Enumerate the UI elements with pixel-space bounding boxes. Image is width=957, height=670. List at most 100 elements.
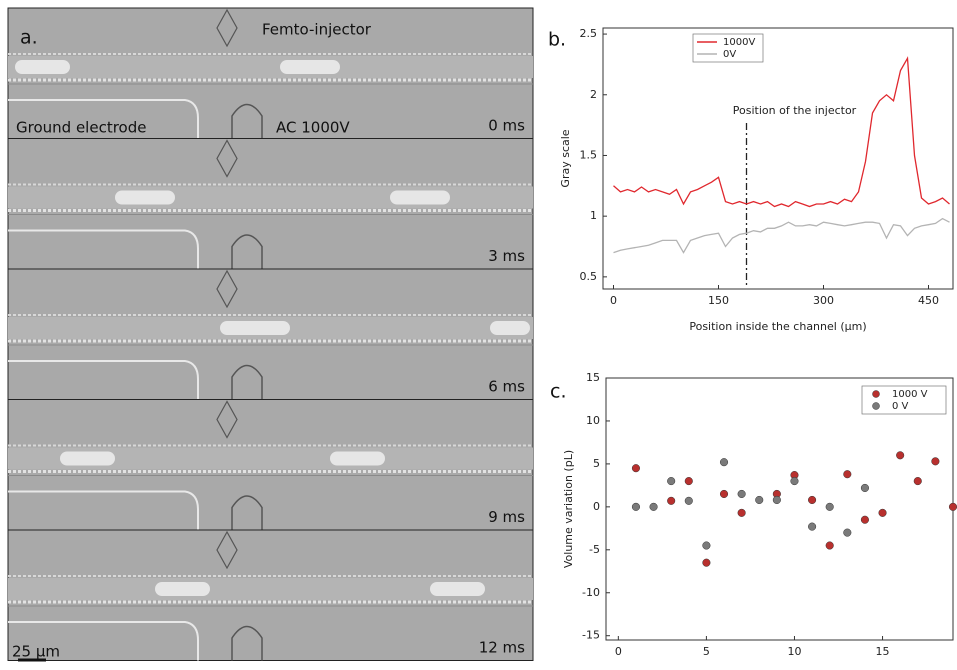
legend-swatch xyxy=(872,402,880,410)
data-point xyxy=(843,528,852,537)
micrograph-panel: 0 ms 3 ms 6 ms 9 ms 12 ms xyxy=(7,7,534,661)
injector xyxy=(216,8,238,48)
data-point xyxy=(948,502,957,511)
ac-electrode xyxy=(231,364,263,400)
y-axis-label: Volume variation (pL) xyxy=(562,450,575,568)
data-point xyxy=(737,489,746,499)
injector xyxy=(216,269,238,309)
data-line xyxy=(613,217,950,254)
injector xyxy=(216,139,238,178)
data-point xyxy=(684,496,693,505)
data-point xyxy=(667,477,676,486)
x-tick-label: 300 xyxy=(813,294,834,307)
data-point xyxy=(860,483,869,493)
data-point xyxy=(878,508,887,517)
panel-label: c. xyxy=(550,381,567,403)
y-tick-label: 1.5 xyxy=(580,148,598,161)
ground-label: Ground electrode xyxy=(16,119,146,137)
legend-label: 1000V xyxy=(723,37,755,48)
ground-electrode xyxy=(8,490,199,530)
droplet xyxy=(430,582,485,596)
annotation: Position of the injector xyxy=(733,104,857,117)
ground-electrode xyxy=(8,360,199,400)
y-tick-label: 5 xyxy=(593,457,600,470)
scale-label: 25 µm xyxy=(12,643,60,661)
legend-label: 0 V xyxy=(892,401,909,412)
droplet xyxy=(390,190,450,205)
channel xyxy=(8,578,533,600)
y-tick-label: 10 xyxy=(586,414,600,427)
y-tick-label: 0.5 xyxy=(580,270,598,283)
data-point xyxy=(825,541,834,550)
data-point xyxy=(772,495,781,505)
time-label: 9 ms xyxy=(488,508,525,526)
data-point xyxy=(631,464,640,473)
droplet xyxy=(490,321,530,335)
time-label: 3 ms xyxy=(488,247,525,265)
y-tick-label: -10 xyxy=(582,586,600,599)
droplet xyxy=(115,190,175,205)
panel-label: b. xyxy=(548,29,566,51)
data-point xyxy=(631,502,640,511)
data-point xyxy=(684,477,693,486)
plot-frame xyxy=(602,27,954,290)
x-tick-label: 150 xyxy=(708,294,729,307)
channel xyxy=(8,186,533,209)
data-point xyxy=(913,477,922,486)
data-point xyxy=(649,502,658,511)
x-tick-label: 15 xyxy=(876,645,890,658)
droplet xyxy=(220,321,290,335)
ac-electrode xyxy=(231,495,263,530)
injector-label: Femto-injector xyxy=(262,21,372,39)
y-axis-label: Gray scale xyxy=(559,129,572,187)
y-tick-label: -5 xyxy=(589,543,600,556)
data-point xyxy=(931,457,940,466)
droplet xyxy=(60,451,115,466)
droplet xyxy=(15,60,70,74)
ac-electrode xyxy=(231,103,263,139)
time-label: 12 ms xyxy=(479,639,525,657)
x-tick-label: 0 xyxy=(610,294,617,307)
data-point xyxy=(667,496,676,505)
data-point xyxy=(896,451,905,460)
ground-electrode xyxy=(8,229,199,269)
panel-label: a. xyxy=(20,27,38,49)
droplet xyxy=(155,582,210,596)
droplet xyxy=(330,451,385,466)
x-tick-label: 450 xyxy=(918,294,939,307)
y-tick-label: 2 xyxy=(590,88,597,101)
injector xyxy=(216,400,238,439)
injector xyxy=(216,530,238,570)
data-point xyxy=(719,458,729,467)
data-point xyxy=(755,495,764,505)
time-label: 0 ms xyxy=(488,117,525,135)
y-tick-label: -15 xyxy=(582,629,600,642)
x-axis-label: Position inside the channel (µm) xyxy=(689,320,866,333)
x-tick-label: 0 xyxy=(615,645,622,658)
data-point xyxy=(737,508,746,517)
data-point xyxy=(843,470,852,479)
legend-swatch xyxy=(872,390,880,398)
data-point xyxy=(790,477,799,486)
droplet xyxy=(280,60,340,74)
channel xyxy=(8,447,533,470)
x-tick-label: 10 xyxy=(787,645,801,658)
ac-electrode xyxy=(231,625,263,661)
y-tick-label: 15 xyxy=(586,371,600,384)
data-point xyxy=(808,522,817,531)
channel xyxy=(8,56,533,78)
data-point xyxy=(860,515,869,524)
y-tick-label: 2.5 xyxy=(580,27,598,40)
data-line xyxy=(613,56,950,208)
data-point xyxy=(808,495,817,505)
ac-label: AC 1000V xyxy=(276,119,350,137)
ac-electrode xyxy=(231,234,263,269)
y-tick-label: 1 xyxy=(590,209,597,222)
ground-electrode xyxy=(8,621,199,661)
data-point xyxy=(702,558,711,567)
legend-label: 0V xyxy=(723,49,736,60)
legend-label: 1000 V xyxy=(892,389,928,400)
time-label: 6 ms xyxy=(488,378,525,396)
data-point xyxy=(719,489,729,499)
